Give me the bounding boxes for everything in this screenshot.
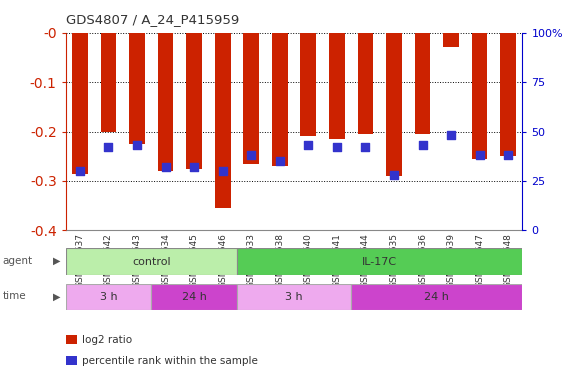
Bar bbox=[329, 33, 345, 139]
Bar bbox=[237, 248, 522, 275]
Text: 3 h: 3 h bbox=[100, 292, 117, 302]
Bar bbox=[186, 33, 202, 169]
Bar bbox=[415, 33, 431, 134]
Point bbox=[190, 164, 199, 170]
Bar bbox=[129, 33, 145, 144]
Text: IL-17C: IL-17C bbox=[362, 257, 397, 266]
Bar bbox=[272, 33, 288, 166]
Text: log2 ratio: log2 ratio bbox=[82, 335, 132, 345]
Point bbox=[447, 132, 456, 139]
Text: ▶: ▶ bbox=[53, 256, 60, 266]
Bar bbox=[386, 33, 402, 176]
Text: 3 h: 3 h bbox=[286, 292, 303, 302]
Text: control: control bbox=[132, 257, 171, 266]
Text: GDS4807 / A_24_P415959: GDS4807 / A_24_P415959 bbox=[66, 13, 239, 26]
Point bbox=[132, 142, 142, 149]
Bar bbox=[66, 248, 237, 275]
Point bbox=[275, 158, 284, 164]
Bar bbox=[72, 33, 88, 174]
Point bbox=[247, 152, 256, 158]
Point bbox=[418, 142, 427, 149]
Text: 24 h: 24 h bbox=[424, 292, 449, 302]
Point bbox=[475, 152, 484, 158]
Bar bbox=[243, 33, 259, 164]
Point bbox=[304, 142, 313, 149]
Point bbox=[504, 152, 513, 158]
Bar bbox=[151, 284, 237, 310]
Point bbox=[389, 172, 399, 178]
Point bbox=[361, 144, 370, 151]
Bar bbox=[237, 284, 351, 310]
Bar bbox=[158, 33, 174, 171]
Text: 24 h: 24 h bbox=[182, 292, 207, 302]
Bar bbox=[357, 33, 373, 134]
Bar bbox=[500, 33, 516, 156]
Point bbox=[161, 164, 170, 170]
Point bbox=[218, 168, 227, 174]
Bar bbox=[215, 33, 231, 208]
Bar bbox=[66, 284, 151, 310]
Bar bbox=[300, 33, 316, 136]
Bar bbox=[351, 284, 522, 310]
Point bbox=[332, 144, 341, 151]
Text: percentile rank within the sample: percentile rank within the sample bbox=[82, 356, 258, 366]
Point bbox=[104, 144, 113, 151]
Bar bbox=[443, 33, 459, 48]
Point bbox=[75, 168, 85, 174]
Text: agent: agent bbox=[3, 256, 33, 266]
Text: ▶: ▶ bbox=[53, 291, 60, 301]
Bar bbox=[100, 33, 116, 132]
Bar bbox=[472, 33, 488, 159]
Text: time: time bbox=[3, 291, 26, 301]
